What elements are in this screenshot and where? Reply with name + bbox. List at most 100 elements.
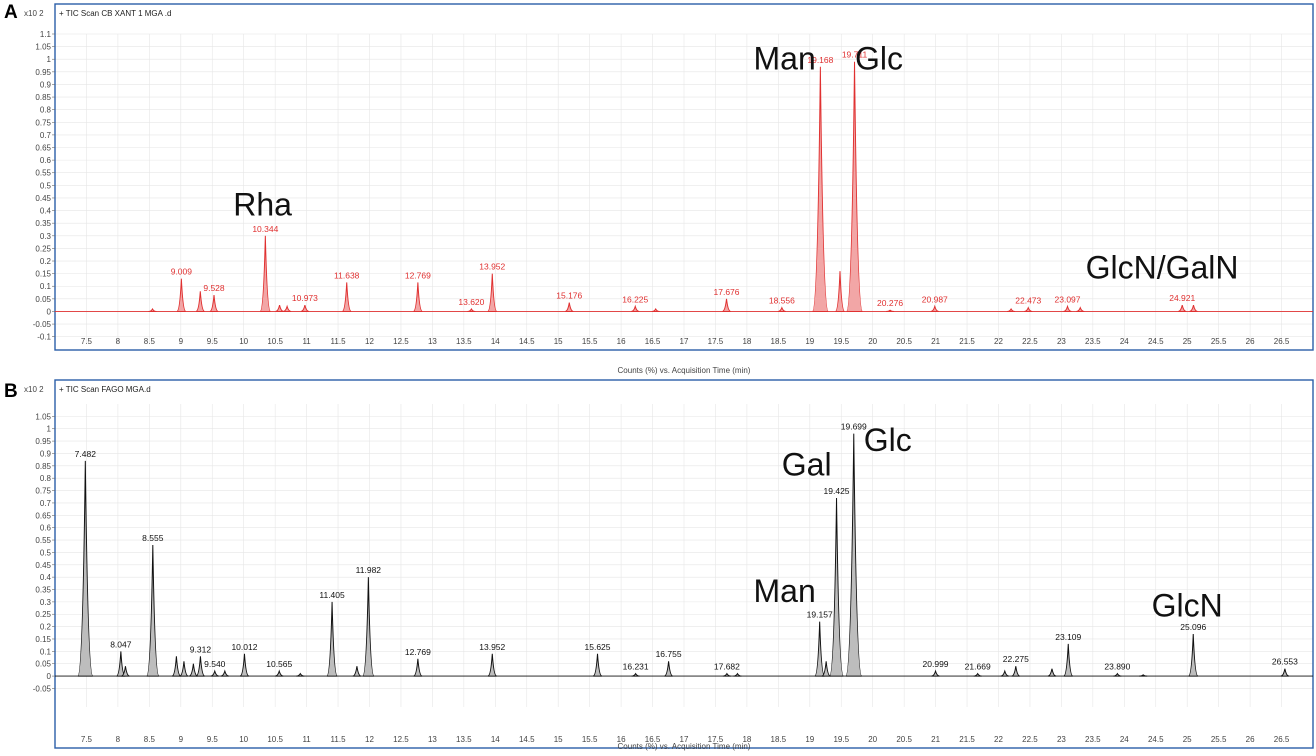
x-tick-label: 9.5 <box>207 337 219 346</box>
y-tick-label: 1.05 <box>35 43 51 52</box>
peak-label: 12.769 <box>405 270 431 280</box>
x-tick-label: 21 <box>931 735 940 744</box>
x-tick-label: 10.5 <box>267 735 283 744</box>
peak-label: 16.755 <box>656 649 682 659</box>
peak-mark <box>282 304 292 312</box>
x-tick-label: 18.5 <box>771 735 787 744</box>
peak-label: 7.482 <box>75 449 97 459</box>
peak-mark <box>300 305 310 312</box>
x-tick-label: 17.5 <box>708 735 724 744</box>
peak-label: 23.097 <box>1055 294 1081 304</box>
y-tick-label: 0.45 <box>35 561 51 570</box>
x-tick-label: 26.5 <box>1274 735 1290 744</box>
peak-label: 17.676 <box>714 287 740 297</box>
x-tick-label: 23 <box>1057 735 1066 744</box>
plot-frame <box>54 379 1314 749</box>
peak-label: 9.312 <box>190 644 212 654</box>
x-tick-label: 18.5 <box>771 337 787 346</box>
x-tick-label: 24.5 <box>1148 735 1164 744</box>
y-tick-label: 0.5 <box>40 548 52 557</box>
peak-mark <box>210 669 219 677</box>
peak-mark <box>973 672 982 677</box>
panel-b: B + TIC Scan FAGO MGA.d x10 2 1.05 1 0.95 0.9 0… <box>4 379 1314 751</box>
peak-label: 20.999 <box>923 659 949 669</box>
peak-mark <box>239 653 250 677</box>
y-tick-label: 0.25 <box>35 610 51 619</box>
peak-mark <box>722 672 731 677</box>
peak-mark <box>1000 669 1009 677</box>
peak-mark <box>834 271 846 312</box>
peak-label: 8.555 <box>142 533 164 543</box>
x-tick-label: 22.5 <box>1022 735 1038 744</box>
y-tick-label: 0.8 <box>40 106 52 115</box>
peak-mark <box>121 666 130 677</box>
y-tick-label: 0.75 <box>35 487 51 496</box>
peak-label: 24.921 <box>1169 293 1195 303</box>
x-tick-label: 22 <box>994 735 1003 744</box>
x-tick-label: 10.5 <box>267 337 283 346</box>
x-tick-label: 10 <box>239 735 248 744</box>
x-tick-label: 24 <box>1120 337 1129 346</box>
x-tick-label: 23.5 <box>1085 735 1101 744</box>
peak-mark <box>146 544 160 677</box>
peak-mark <box>886 309 895 312</box>
x-tick-label: 17 <box>680 735 689 744</box>
peak-label: 22.473 <box>1015 296 1041 306</box>
peak-mark <box>171 656 181 677</box>
peak-mark <box>487 273 498 312</box>
peak-mark <box>814 621 826 677</box>
x-tick-label: 8.5 <box>144 337 156 346</box>
x-tick-label: 10 <box>239 337 248 346</box>
x-tick-label: 15 <box>554 735 563 744</box>
x-tick-label: 8 <box>116 735 121 744</box>
peak-label: 11.982 <box>356 565 382 575</box>
peak-label: 9.540 <box>204 659 226 669</box>
y-tick-label: 0.1 <box>40 282 52 291</box>
sugar-annotation: Glc <box>864 422 912 458</box>
peak-mark <box>592 653 603 677</box>
peak-label: 11.638 <box>334 270 360 280</box>
x-tick-label: 25 <box>1183 337 1192 346</box>
y-tick-label: 0.9 <box>40 80 52 89</box>
panel-a: A + TIC Scan CB XANT 1 MGA .d x10 2 1.1 1.05… <box>4 2 1314 375</box>
x-tick-label: 21.5 <box>959 337 975 346</box>
peak-mark <box>777 306 786 312</box>
y-tick-label: -0.05 <box>33 320 52 329</box>
peak-label: 20.276 <box>877 298 903 308</box>
sugar-annotation: Man <box>754 40 816 76</box>
y-tick-label: 0.7 <box>40 131 52 140</box>
y-tick-label: 0.55 <box>35 536 51 545</box>
peak-label: 19.157 <box>807 610 833 620</box>
x-tick-label: 15.5 <box>582 337 598 346</box>
x-tick-label: 13 <box>428 337 437 346</box>
peak-mark <box>413 282 423 312</box>
peak-mark <box>845 433 863 677</box>
x-tick-label: 26 <box>1246 735 1255 744</box>
peak-mark <box>651 307 660 312</box>
x-tick-label: 14 <box>491 337 500 346</box>
y-tick-label: 0.45 <box>35 194 51 203</box>
peak-mark <box>664 661 673 677</box>
x-tick-label: 13 <box>428 735 437 744</box>
peak-mark <box>829 497 844 677</box>
x-tick-label: 9 <box>179 735 184 744</box>
x-tick-label: 16.5 <box>645 337 661 346</box>
peak-label: 15.625 <box>585 642 611 652</box>
peak-label: 13.620 <box>458 297 484 307</box>
peak-mark <box>195 656 205 677</box>
peak-label: 18.556 <box>769 296 795 306</box>
peak-mark <box>1189 305 1198 312</box>
peak-mark <box>1280 668 1290 677</box>
x-tick-label: 18 <box>742 337 751 346</box>
peak-label: 10.012 <box>231 642 257 652</box>
y-tick-label: 0.3 <box>40 598 52 607</box>
x-tick-label: 14.5 <box>519 735 535 744</box>
y-tick-label: 0.5 <box>40 181 52 190</box>
y-tick-label: 0.7 <box>40 499 52 508</box>
peak-mark <box>275 305 284 312</box>
peak-mark <box>1188 634 1199 677</box>
y-tick-label: 0.35 <box>35 219 51 228</box>
x-tick-label: 12 <box>365 735 374 744</box>
peak-mark <box>209 295 219 312</box>
x-tick-label: 19 <box>805 337 814 346</box>
